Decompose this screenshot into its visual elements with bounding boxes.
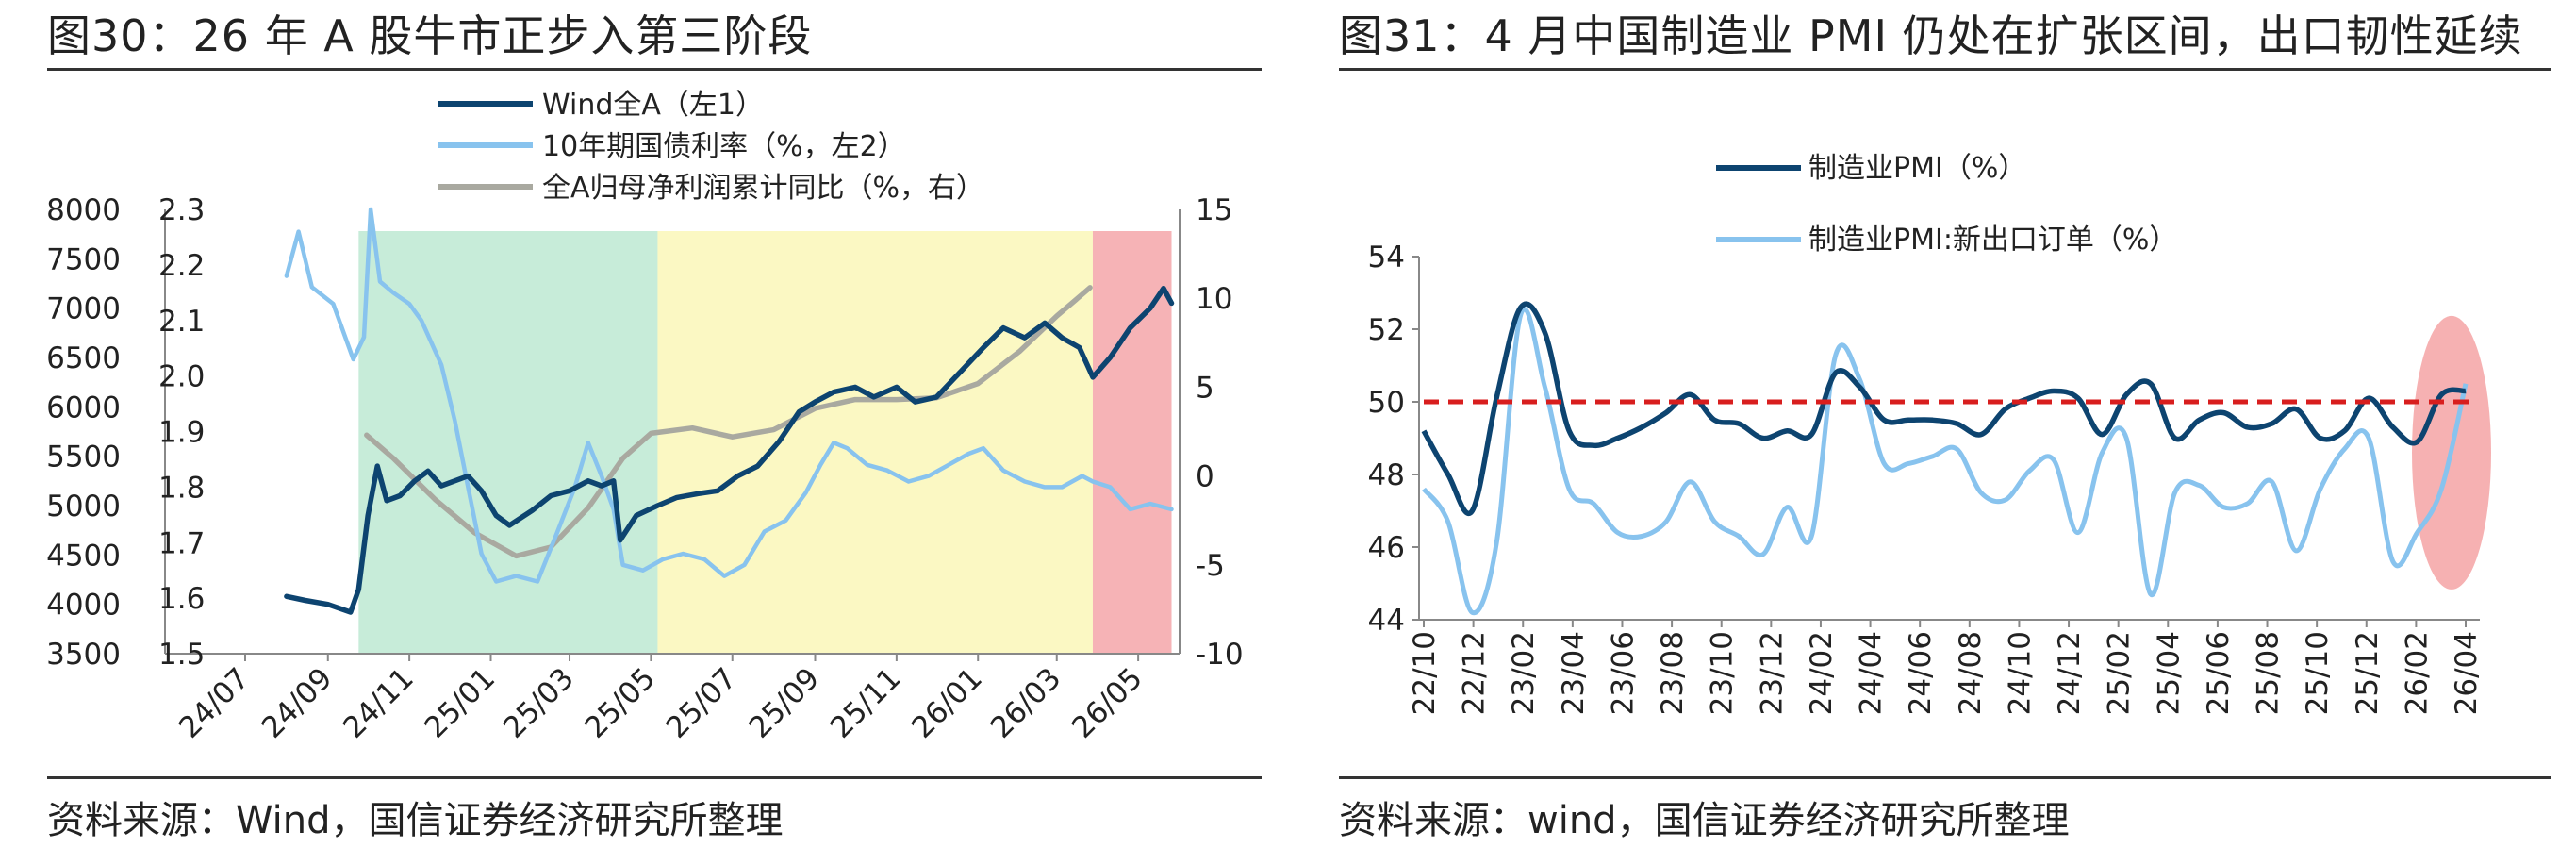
x-tick-label: 26/05 xyxy=(1065,661,1149,745)
right-axes: 44 46 48 50 52 54 22/10 22/12 23/02 23/04 23/06 23/… xyxy=(1368,241,2484,715)
x-tick-label: 22/12 xyxy=(1458,631,1492,715)
series-line-3 xyxy=(364,285,1093,559)
x-tick-label: 25/11 xyxy=(824,661,908,745)
right-legend: 制造业PMI（%） 制造业PMI:新出口订单（%） xyxy=(1716,152,2177,257)
x-tick-label: 25/10 xyxy=(2301,631,2335,715)
shaded-period-3 xyxy=(1092,231,1172,654)
y-left1-tick-label: 4000 xyxy=(46,589,121,623)
x-tick-label: 23/04 xyxy=(1557,631,1591,715)
y-tick-label: 48 xyxy=(1368,458,1405,492)
x-tick-label: 23/08 xyxy=(1656,631,1690,715)
y-left2-tick-label: 1.6 xyxy=(158,582,205,616)
y-left2-tick-label: 1.5 xyxy=(158,638,205,672)
y-left1-tick-label: 8000 xyxy=(46,193,121,227)
shaded-period-2 xyxy=(657,231,1093,654)
series-line-pmi xyxy=(1421,301,2467,516)
left-legend: Wind全A（左1） 10年期国债利率（%，左2） 全A归母净利润累计同比（%，右） xyxy=(438,89,984,205)
x-tick-label: 24/12 xyxy=(2053,631,2087,715)
y-left2-tick-label: 2.1 xyxy=(158,305,205,339)
shaded-period-1 xyxy=(358,231,658,654)
left-chart: 3500 4000 4500 5000 5500 6000 6500 7000 7500 8000… xyxy=(46,89,1244,745)
x-tick-label: 25/05 xyxy=(578,661,662,745)
x-tick-label: 24/10 xyxy=(2003,631,2037,715)
x-tick-label: 26/01 xyxy=(905,661,989,745)
right-chart: 44 46 48 50 52 54 22/10 22/12 23/02 23/04 23/06 23/… xyxy=(1368,152,2491,715)
y-right-tick-label: -10 xyxy=(1196,638,1244,672)
legend-entry: 制造业PMI:新出口订单（%） xyxy=(1808,224,2177,257)
legend-entry: 制造业PMI（%） xyxy=(1808,152,2026,185)
x-tick-label: 26/03 xyxy=(984,661,1068,745)
x-tick-label: 24/06 xyxy=(1904,631,1938,715)
x-tick-label: 24/09 xyxy=(256,661,339,745)
x-tick-label: 23/12 xyxy=(1755,631,1789,715)
x-tick-label: 24/07 xyxy=(173,661,256,745)
x-tick-label: 25/08 xyxy=(2252,631,2286,715)
y-left2-tick-label: 1.9 xyxy=(158,416,205,450)
x-tick-label: 26/02 xyxy=(2400,631,2434,715)
y-right-tick-label: -5 xyxy=(1196,549,1225,583)
y-left2-tick-label: 2.3 xyxy=(158,193,205,227)
y-left2-tick-label: 2.0 xyxy=(158,360,205,394)
left-figure-title: 图30：26 年 A 股牛市正步入第三阶段 xyxy=(47,10,813,61)
x-tick-label: 23/06 xyxy=(1606,631,1640,715)
y-right-tick-label: 5 xyxy=(1196,371,1214,405)
right-series-lines xyxy=(1421,301,2475,616)
y-tick-label: 46 xyxy=(1368,531,1405,565)
y-right-tick-label: 15 xyxy=(1196,193,1232,227)
left-source-rule xyxy=(47,776,1262,779)
x-tick-label: 25/06 xyxy=(2202,631,2236,715)
left-shaded-periods xyxy=(358,231,1172,654)
right-figure-title: 图31：4 月中国制造业 PMI 仍处在扩张区间，出口韧性延续 xyxy=(1339,10,2523,61)
series-line-1 xyxy=(284,285,1175,615)
y-tick-label: 52 xyxy=(1368,313,1405,347)
y-left1-tick-label: 5500 xyxy=(46,441,121,474)
legend-entry: 全A归母净利润累计同比（%，右） xyxy=(542,172,984,205)
x-tick-label: 24/11 xyxy=(337,661,421,745)
x-tick-label: 26/04 xyxy=(2450,631,2484,715)
x-tick-label: 25/02 xyxy=(2103,631,2137,715)
x-tick-label: 24/04 xyxy=(1855,631,1889,715)
right-title-rule xyxy=(1339,68,2551,71)
x-tick-label: 25/07 xyxy=(660,661,744,745)
x-tick-label: 22/10 xyxy=(1408,631,1442,715)
x-tick-label: 25/01 xyxy=(419,661,503,745)
x-tick-label: 25/12 xyxy=(2351,631,2385,715)
y-left2-tick-label: 1.8 xyxy=(158,471,205,505)
y-left1-tick-label: 6500 xyxy=(46,341,121,375)
y-left1-tick-label: 3500 xyxy=(46,638,121,672)
right-source-rule xyxy=(1339,776,2551,779)
left-source-note: 资料来源：Wind，国信证券经济研究所整理 xyxy=(47,799,784,842)
y-left1-tick-label: 4500 xyxy=(46,539,121,573)
y-left1-tick-label: 5000 xyxy=(46,490,121,524)
y-left1-tick-label: 7500 xyxy=(46,242,121,276)
x-tick-label: 24/02 xyxy=(1805,631,1839,715)
x-tick-label: 23/02 xyxy=(1507,631,1541,715)
y-left1-tick-label: 7000 xyxy=(46,292,121,326)
right-source-note: 资料来源：wind，国信证券经济研究所整理 xyxy=(1339,799,2070,842)
legend-entry: 10年期国债利率（%，左2） xyxy=(542,130,906,163)
y-left2-tick-label: 1.7 xyxy=(158,526,205,560)
x-tick-label: 25/04 xyxy=(2152,631,2186,715)
y-left1-tick-label: 6000 xyxy=(46,391,121,424)
y-right-tick-label: 0 xyxy=(1196,460,1214,494)
x-tick-label: 23/10 xyxy=(1706,631,1740,715)
y-tick-label: 50 xyxy=(1368,386,1405,420)
series-line-2 xyxy=(284,207,1174,584)
x-tick-label: 25/09 xyxy=(743,661,827,745)
y-tick-label: 54 xyxy=(1368,241,1405,274)
y-left2-tick-label: 2.2 xyxy=(158,249,205,283)
left-series-lines xyxy=(284,207,1175,615)
left-title-rule xyxy=(47,68,1262,71)
y-tick-label: 44 xyxy=(1368,604,1405,638)
legend-entry: Wind全A（左1） xyxy=(542,89,764,122)
y-right-tick-label: 10 xyxy=(1196,282,1232,316)
x-tick-label: 24/08 xyxy=(1954,631,1988,715)
series-line-export-orders xyxy=(1421,307,2469,616)
x-tick-label: 25/03 xyxy=(497,661,581,745)
